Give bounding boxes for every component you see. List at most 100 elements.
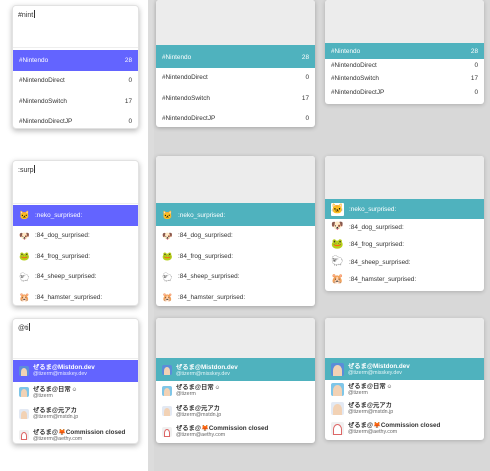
account-suggest-list: ぜるま@Mistdon.dev @tizerm@misskey.dev ぜるま@日常…	[325, 360, 484, 438]
emoji-shortcode: :neko_surprised:	[349, 206, 397, 214]
account-handle: @tizerm@misskey.dev	[348, 370, 402, 377]
account-handle: @tizerm@mstdn.jp	[176, 411, 222, 418]
emoji-suggest-item[interactable]: 🐶:84_dog_surprised:	[325, 219, 484, 237]
hashtag-name: #NintendoSwitch	[162, 94, 210, 102]
emoji-shortcode: :84_hamster_surprised:	[178, 293, 246, 301]
account-suggest-item[interactable]: ぜるま@元アカ @tizerm@mstdn.jp	[13, 403, 138, 425]
hashtag-name: #NintendoDirect	[19, 77, 65, 85]
account-suggest-panel-teal-dark: ぜるま@Mistdon.dev @tizerm@misskey.dev ぜるま@日常…	[156, 318, 315, 443]
hamster-emoji: 🐹	[162, 292, 173, 302]
avatar	[19, 387, 29, 398]
account-suggest-item[interactable]: ぜるま@日常☺ @tizerm	[13, 382, 138, 404]
account-handle: @tizerm@misskey.dev	[33, 371, 87, 378]
account-info: ぜるま@Mistdon.dev @tizerm@misskey.dev	[348, 363, 410, 376]
avatar	[19, 430, 29, 441]
emoji-suggest-item[interactable]: 🐹:84_hamster_surprised:	[325, 271, 484, 289]
hashtag-suggest-item[interactable]: #Nintendo 28	[13, 50, 138, 71]
account-handle: @tizerm@mstdn.jp	[33, 414, 79, 421]
account-input-area	[325, 318, 484, 360]
emoji-suggest-item[interactable]: 🐶:84_dog_surprised:	[13, 226, 138, 247]
hashtag-count: 17	[470, 75, 478, 83]
account-handle: @tizerm@misskey.dev	[176, 370, 230, 377]
emoji-suggest-item[interactable]: 🐱:neko_surprised:	[13, 205, 138, 226]
avatar	[331, 421, 344, 435]
hashtag-suggest-item[interactable]: #NintendoSwitch 17	[13, 91, 138, 112]
hashtag-suggest-item[interactable]: #Nintendo 28	[325, 45, 484, 59]
display-name-text: ぜるま@日常	[33, 385, 71, 393]
emoji-suggest-item[interactable]: 🐹 :84_hamster_surprised:	[156, 287, 315, 306]
account-input[interactable]: @ti	[13, 319, 138, 359]
emoji-shortcode: :84_dog_surprised:	[178, 232, 233, 240]
emoji-suggest-item[interactable]: 🐶:84_dog_surprised:	[156, 226, 315, 247]
hashtag-name: #NintendoDirectJP	[162, 115, 216, 123]
account-suggest-panel-mastodon: @ti ぜるま@Mistdon.dev @tizerm@misskey.dev ぜるま…	[12, 318, 139, 444]
display-name: ぜるま@日常☺	[348, 383, 392, 390]
emoji-suggest-item[interactable]: 🐸 :84_frog_surprised:	[156, 246, 315, 267]
account-suggest-item[interactable]: ぜるま@🦊Commission closed @tizerm@aethy.com	[13, 425, 138, 444]
account-suggest-item[interactable]: ぜるま@🦊Commission closed @tizerm@aethy.com	[325, 419, 484, 439]
account-suggest-item[interactable]: ぜるま@日常☺ @tizerm	[325, 380, 484, 400]
display-name: ぜるま@日常☺	[33, 386, 77, 393]
account-handle: @tizerm@mstdn.jp	[348, 409, 394, 416]
account-suggest-item[interactable]: ぜるま@元アカ @tizerm@mstdn.jp	[156, 401, 315, 422]
emoji-suggest-item[interactable]: 🐸:84_frog_surprised:	[325, 236, 484, 254]
hashtag-name: #Nintendo	[331, 48, 361, 56]
hashtag-name: #NintendoDirectJP	[19, 118, 73, 126]
emoji-suggest-item[interactable]: 🐑:84_sheep_surprised:	[13, 267, 138, 288]
display-name-text: ぜるま@元アカ	[33, 407, 77, 415]
neko-emoji: 🐱	[162, 210, 173, 220]
emoji-suggest-item[interactable]: 🐑:84_sheep_surprised:	[156, 267, 315, 288]
hashtag-suggest-item[interactable]: #Nintendo 28	[156, 47, 315, 68]
text-caret	[34, 165, 35, 173]
account-info: ぜるま@日常☺ @tizerm	[348, 383, 392, 396]
emoji-suggest-item[interactable]: 🐱:neko_surprised:	[156, 205, 315, 226]
emoji-suggest-item[interactable]: 🐑:84_sheep_surprised:	[325, 254, 484, 272]
hashtag-count: 0	[305, 115, 309, 123]
hashtag-name: #NintendoDirectJP	[331, 88, 385, 96]
smile-emoji-icon: ☺	[71, 386, 78, 393]
column-divider	[148, 0, 154, 471]
emoji-shortcode: :84_sheep_surprised:	[349, 258, 411, 266]
hashtag-name: #NintendoDirect	[162, 74, 208, 82]
display-name-text: ぜるま@元アカ	[176, 404, 220, 412]
hashtag-suggest-item[interactable]: #NintendoSwitch 17	[156, 88, 315, 109]
hashtag-count: 17	[124, 97, 132, 105]
hashtag-suggest-item[interactable]: #NintendoDirectJP 0	[325, 86, 484, 100]
emoji-input[interactable]: :surp	[13, 161, 138, 204]
emoji-suggest-list: 🐱 :neko_surprised: 🐶:84_dog_surprised: 🐸:84…	[325, 201, 484, 289]
hashtag-count: 17	[301, 94, 309, 102]
emoji-shortcode: :84_frog_surprised:	[178, 252, 234, 260]
account-suggest-item[interactable]: ぜるま@Mistdon.dev @tizerm@misskey.dev	[13, 360, 138, 382]
hashtag-input[interactable]: #nint	[13, 6, 138, 48]
hashtag-count: 28	[470, 48, 478, 56]
account-suggest-item[interactable]: ぜるま@日常☺ @tizerm	[156, 381, 315, 402]
hashtag-input-area	[325, 0, 484, 45]
emoji-suggest-item[interactable]: 🐹:84_hamster_surprised:	[13, 287, 138, 305]
display-name: ぜるま@Mistdon.dev	[176, 364, 238, 371]
hashtag-suggest-item[interactable]: #NintendoSwitch 17	[325, 72, 484, 86]
neko-emoji: 🐱	[331, 203, 344, 217]
frog-emoji: 🐸	[19, 251, 30, 261]
account-suggest-item[interactable]: ぜるま@🦊Commission closed @tizerm@aethy.com	[156, 422, 315, 443]
account-suggest-item[interactable]: ぜるま@Mistdon.dev @tizerm@misskey.dev	[156, 360, 315, 381]
account-info: ぜるま@🦊Commission closed @tizerm@aethy.com	[348, 422, 440, 435]
hashtag-name: #Nintendo	[162, 53, 192, 61]
account-handle: @tizerm@aethy.com	[33, 435, 83, 442]
account-info: ぜるま@Mistdon.dev @tizerm@misskey.dev	[176, 364, 238, 377]
account-info: ぜるま@日常☺ @tizerm	[176, 384, 220, 397]
hashtag-name: #NintendoSwitch	[19, 97, 67, 105]
display-name: ぜるま@元アカ	[348, 402, 393, 409]
account-suggest-item[interactable]: ぜるま@元アカ @tizerm@mstdn.jp	[325, 399, 484, 419]
hashtag-suggest-item[interactable]: #NintendoDirect 0	[156, 68, 315, 89]
hashtag-suggest-item[interactable]: #NintendoDirect 0	[13, 71, 138, 92]
emoji-suggest-item[interactable]: 🐸:84_frog_surprised:	[13, 246, 138, 267]
hashtag-suggest-item[interactable]: #NintendoDirectJP 0	[156, 109, 315, 128]
hashtag-suggest-item[interactable]: #NintendoDirect 0	[325, 59, 484, 73]
input-text: #nint	[18, 12, 34, 19]
emoji-shortcode: :84_dog_surprised:	[349, 223, 404, 231]
account-handle: @tizerm	[33, 392, 53, 399]
emoji-suggest-item[interactable]: 🐱 :neko_surprised:	[325, 201, 484, 219]
frog-emoji: 🐸	[162, 251, 173, 261]
hashtag-suggest-item[interactable]: #NintendoDirectJP 0	[13, 112, 138, 129]
account-suggest-item[interactable]: ぜるま@Mistdon.dev @tizerm@misskey.dev	[325, 360, 484, 380]
